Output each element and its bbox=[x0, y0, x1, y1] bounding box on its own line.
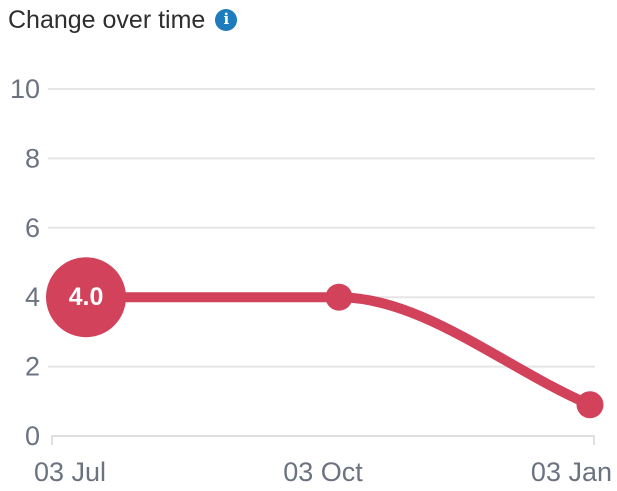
y-axis-tick-label: 8 bbox=[25, 143, 40, 173]
x-axis-tick-label: 03 Jul bbox=[34, 457, 106, 487]
y-axis-tick-label: 0 bbox=[25, 421, 40, 451]
info-icon-glyph: i bbox=[223, 9, 230, 28]
trend-line bbox=[81, 292, 595, 410]
info-icon[interactable]: i bbox=[215, 9, 238, 31]
chart-header: Change over time i bbox=[8, 4, 238, 36]
x-axis-tick-label: 03 Jan bbox=[531, 457, 612, 487]
y-axis-tick-label: 2 bbox=[25, 352, 40, 382]
y-axis-tick-label: 6 bbox=[25, 213, 40, 243]
x-axis-tick-label: 03 Oct bbox=[283, 457, 363, 487]
x-axis-line bbox=[51, 435, 595, 445]
y-axis-tick-label: 4 bbox=[25, 282, 40, 312]
y-axis-tick-label: 10 bbox=[10, 74, 40, 104]
data-point[interactable] bbox=[325, 283, 353, 311]
data-point-value-label: 4.0 bbox=[69, 283, 104, 311]
data-point[interactable] bbox=[576, 391, 604, 419]
data-point-bubble[interactable] bbox=[46, 257, 126, 338]
chart-title: Change over time bbox=[8, 6, 206, 34]
